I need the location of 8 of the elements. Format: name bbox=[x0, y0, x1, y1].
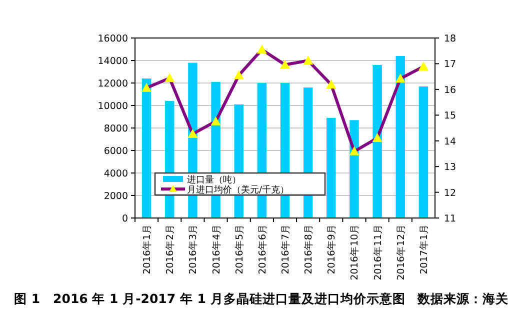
bar bbox=[372, 65, 382, 218]
bar bbox=[418, 86, 428, 218]
bar bbox=[350, 120, 359, 218]
bar bbox=[326, 118, 336, 218]
bar bbox=[396, 56, 405, 218]
title: 图 1 2016 年 1 月-2017 年 1 月多晶硅进口量及进口均价示意图 bbox=[14, 291, 406, 306]
bar bbox=[142, 78, 152, 218]
annotation: 数据来源：海关 bbox=[417, 291, 508, 306]
